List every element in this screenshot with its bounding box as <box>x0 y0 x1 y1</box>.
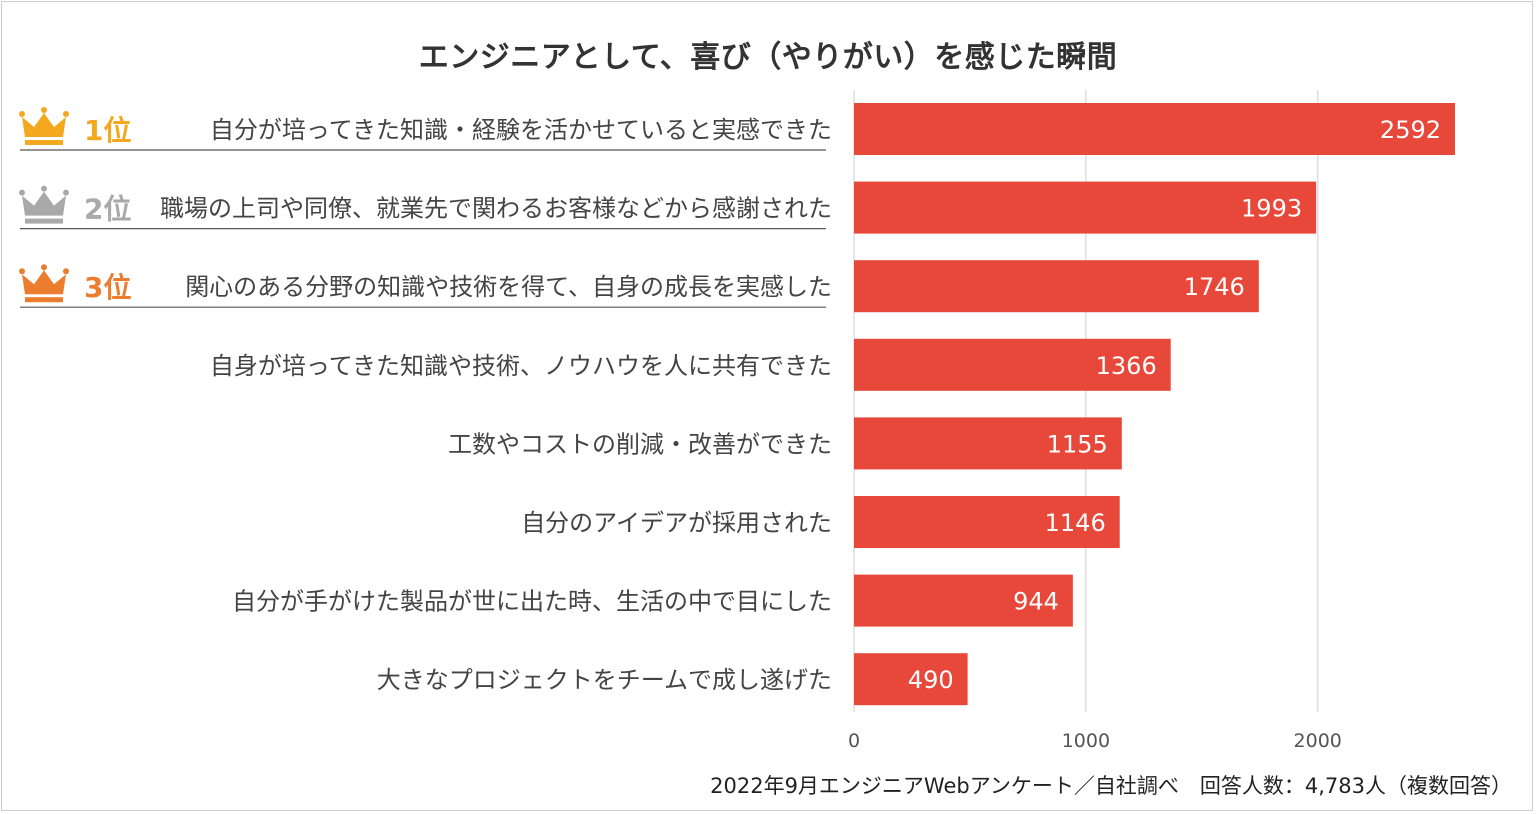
bronze-crown-icon <box>19 264 69 303</box>
x-tick-label: 2000 <box>1294 730 1342 752</box>
bar <box>854 338 1171 391</box>
bar <box>854 653 968 706</box>
bar-value-label: 944 <box>1013 588 1059 616</box>
category-label: 自身が培ってきた知識や技術、ノウハウを人に共有できた <box>210 352 832 380</box>
bars: 2592 1993 1746 1366 1155 1146 944 490 <box>854 103 1455 706</box>
chart-title: エンジニアとして、喜び（やりがい）を感じた瞬間 <box>418 40 1118 75</box>
bar <box>854 496 1120 548</box>
survey-footnote: 2022年9月エンジニアWebアンケート／自社調べ 回答人数：4,783人（複数… <box>710 774 1512 798</box>
rank-label: 3位 <box>84 271 131 304</box>
category-label: 自分のアイデアが採用された <box>521 509 832 537</box>
bar <box>854 260 1259 313</box>
silver-crown-icon <box>19 185 69 224</box>
category-label: 関心のある分野の知識や技術を得て、自身の成長を実感した <box>185 273 832 301</box>
bar-value-label: 1366 <box>1096 352 1157 380</box>
bar-value-label: 1993 <box>1241 195 1302 223</box>
x-tick-label: 1000 <box>1062 730 1110 752</box>
bar <box>854 417 1122 470</box>
gold-crown-icon <box>19 107 69 145</box>
bar <box>854 181 1317 234</box>
x-axis-ticks: 0 1000 2000 <box>848 730 1342 752</box>
bar-value-label: 1146 <box>1045 509 1106 537</box>
bar-value-label: 490 <box>908 666 954 694</box>
category-label: 自分が培ってきた知識・経験を活かせていると実感できた <box>210 116 832 144</box>
bar <box>854 574 1073 627</box>
category-label: 大きなプロジェクトをチームで成し遂げた <box>377 666 832 694</box>
bar <box>854 103 1455 155</box>
rank-label: 2位 <box>84 193 131 226</box>
bar-value-label: 2592 <box>1380 116 1441 144</box>
bar-value-label: 1155 <box>1047 430 1108 458</box>
category-label: 自分が手がけた製品が世に出た時、生活の中で目にした <box>232 588 832 616</box>
rank-label: 1位 <box>84 114 131 147</box>
category-label: 工数やコストの削減・改善ができた <box>448 430 832 458</box>
category-labels: 自分が培ってきた知識・経験を活かせていると実感できた職場の上司や同僚、就業先で関… <box>160 116 832 694</box>
bar-value-label: 1746 <box>1184 273 1245 301</box>
rank-badges: 1位 2位 3位 <box>19 107 826 308</box>
x-tick-label: 0 <box>848 730 860 752</box>
category-label: 職場の上司や同僚、就業先で関わるお客様などから感謝された <box>160 195 832 223</box>
